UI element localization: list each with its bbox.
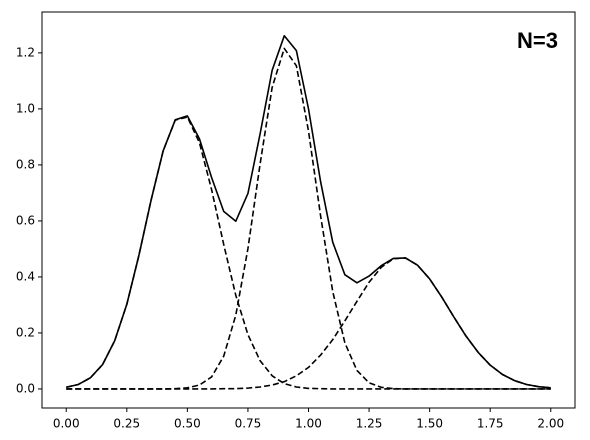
y-tick-label: 1.2 xyxy=(16,45,35,59)
line-series xyxy=(66,35,551,389)
x-tick-label: 0.75 xyxy=(235,417,262,431)
plot-frame xyxy=(41,11,576,409)
line-series xyxy=(66,116,551,390)
x-tick-label: 0.25 xyxy=(113,417,140,431)
y-tick-label: 1.0 xyxy=(16,101,35,115)
line-series xyxy=(66,47,551,390)
y-tick-label: 0.2 xyxy=(16,325,35,339)
x-tick-label: 0.00 xyxy=(53,417,80,431)
line-series xyxy=(66,257,551,390)
y-tick-label: 0.8 xyxy=(16,157,35,171)
x-tick-label: 1.50 xyxy=(416,417,443,431)
x-tick-label: 1.00 xyxy=(295,417,322,431)
y-tick-label: 0.6 xyxy=(16,213,35,227)
y-tick-label: 0.4 xyxy=(16,269,35,283)
x-tick-label: 1.75 xyxy=(477,417,504,431)
x-tick-label: 0.50 xyxy=(174,417,201,431)
annotation: N=3 xyxy=(517,28,558,53)
y-tick-label: 0.0 xyxy=(16,381,35,395)
x-tick-label: 2.00 xyxy=(537,417,564,431)
x-tick-label: 1.25 xyxy=(356,417,383,431)
